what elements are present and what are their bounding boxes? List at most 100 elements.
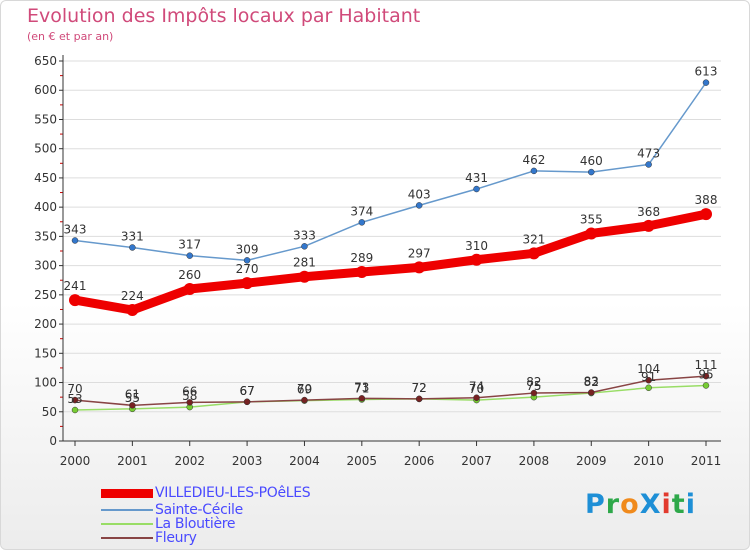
data-label: 333: [293, 228, 316, 242]
data-label: 281: [293, 256, 316, 270]
chart-subtitle: (en € et par an): [27, 30, 114, 43]
data-point: [358, 219, 366, 226]
x-tick-label: 2009: [576, 454, 607, 468]
data-point: [71, 396, 79, 404]
data-label: 72: [412, 381, 427, 395]
data-label: 70: [297, 382, 312, 396]
data-label: 95: [698, 367, 713, 381]
series-line-2: [74, 384, 707, 411]
legend-swatch-la-bloutiere: [101, 523, 153, 525]
data-point: [473, 394, 480, 401]
data-label: 241: [64, 279, 87, 293]
series-line-3: [74, 375, 707, 407]
data-point: [527, 247, 540, 260]
logo-letter: o: [620, 489, 640, 520]
logo-letter: i: [685, 489, 696, 520]
data-point: [645, 161, 652, 168]
legend-item-villedieu: VILLEDIEU-LES-POêLES: [101, 485, 311, 501]
data-point: [585, 227, 598, 240]
data-label: 70: [67, 382, 82, 396]
data-label: 61: [125, 387, 140, 401]
data-point: [358, 395, 366, 402]
data-point: [71, 406, 79, 414]
data-point: [588, 389, 595, 396]
data-label: 67: [239, 384, 254, 398]
x-tick-label: 2006: [404, 454, 435, 468]
data-point: [415, 202, 423, 209]
data-point: [301, 396, 308, 404]
series-line-1: [74, 81, 707, 262]
data-label: 71: [354, 381, 369, 395]
data-point: [298, 270, 311, 283]
data-label: 82: [526, 375, 541, 389]
y-tick-label: 250: [34, 288, 57, 302]
data-point: [702, 372, 710, 380]
legend-item-la-bloutiere: La Bloutière: [101, 516, 236, 532]
chart-title: Evolution des Impôts locaux par Habitant: [27, 5, 421, 27]
data-label: 55: [125, 391, 140, 405]
x-tick-label: 2003: [232, 454, 263, 468]
data-label: 331: [121, 229, 144, 243]
y-tick-label: 500: [34, 142, 57, 156]
legend-swatch-villedieu: [101, 488, 153, 498]
y-tick-label: 300: [34, 259, 57, 273]
data-point: [415, 395, 423, 403]
x-tick-label: 2002: [174, 454, 205, 468]
data-point: [71, 237, 79, 244]
data-label: 72: [412, 381, 427, 395]
x-tick-label: 2004: [289, 454, 320, 468]
logo-letter: t: [671, 489, 686, 520]
data-label: 317: [178, 238, 201, 252]
data-label: 53: [67, 392, 82, 406]
data-point: [243, 398, 251, 406]
data-label: 289: [350, 251, 373, 265]
data-label: 83: [584, 374, 599, 388]
data-label: 91: [641, 370, 656, 384]
data-point: [243, 257, 251, 264]
y-tick-label: 350: [34, 229, 57, 243]
data-label: 431: [465, 171, 488, 185]
data-point: [530, 389, 538, 397]
data-label: 462: [522, 153, 545, 167]
logo-letter: r: [605, 489, 621, 520]
y-tick-label: 200: [34, 317, 57, 331]
proxiti-logo: ProXiti: [585, 489, 696, 520]
data-point: [183, 283, 196, 295]
x-tick-label: 2000: [60, 454, 91, 468]
x-tick-label: 2001: [117, 454, 148, 468]
data-label: 368: [637, 205, 660, 219]
legend-swatch-fleury: [101, 537, 153, 539]
data-point: [301, 243, 308, 250]
x-tick-label: 2008: [519, 454, 550, 468]
data-label: 75: [526, 379, 541, 393]
data-label: 309: [236, 242, 259, 256]
legend-label-la-bloutiere: La Bloutière: [155, 516, 236, 532]
data-label: 355: [580, 212, 603, 226]
data-label: 66: [182, 384, 197, 398]
data-point: [645, 384, 652, 392]
data-point: [355, 266, 368, 279]
data-label: 343: [64, 222, 87, 236]
data-label: 321: [522, 232, 545, 246]
data-label: 69: [297, 383, 312, 397]
data-label: 270: [236, 262, 259, 276]
legend-item-sainte-cecile: Sainte-Cécile: [101, 502, 243, 518]
logo-letter: X: [639, 489, 662, 520]
data-point: [702, 382, 710, 389]
data-label: 67: [239, 384, 254, 398]
x-tick-label: 2005: [347, 454, 378, 468]
data-label: 73: [354, 380, 369, 394]
x-tick-label: 2011: [691, 454, 722, 468]
data-label: 104: [637, 362, 660, 376]
data-label: 260: [178, 268, 201, 282]
data-point: [129, 402, 136, 409]
data-point: [702, 79, 710, 86]
x-tick-label: 2010: [633, 454, 664, 468]
data-label: 388: [695, 193, 718, 207]
data-point: [470, 253, 483, 266]
data-point: [700, 208, 712, 221]
data-label: 111: [695, 358, 718, 372]
data-label: 58: [182, 389, 197, 403]
